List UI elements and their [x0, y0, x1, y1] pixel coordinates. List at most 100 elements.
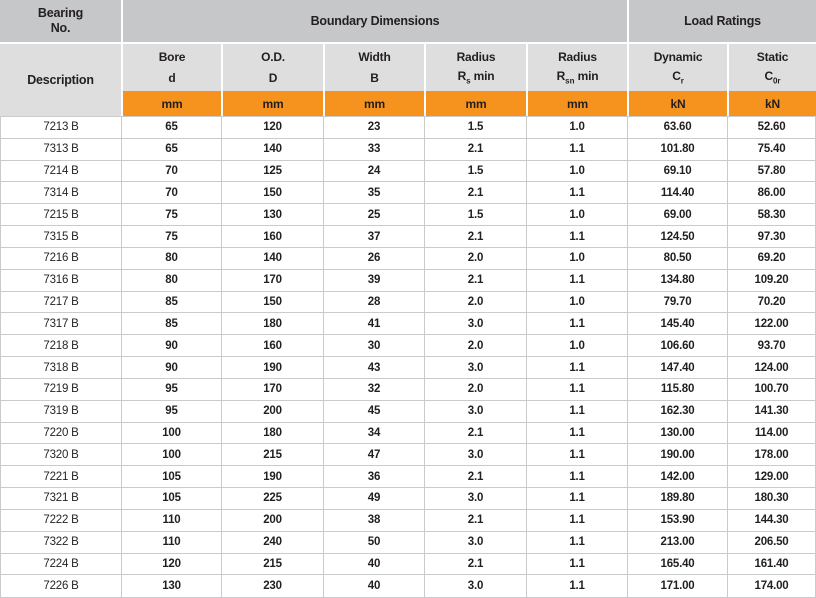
cell-radius-sn: 1.1	[526, 465, 628, 488]
cell-od: 120	[221, 116, 323, 138]
cell-dynamic: 124.50	[627, 225, 728, 247]
header-col-od: O.D. D	[221, 44, 323, 91]
cell-bore: 105	[121, 465, 221, 488]
cell-bore: 100	[121, 443, 221, 466]
unit-bore: mm	[121, 91, 221, 116]
header-bearing-no-line2: No.	[50, 21, 71, 35]
cell-width: 37	[323, 225, 424, 247]
bearing-description: 7222 B	[0, 508, 121, 531]
cell-dynamic: 189.80	[627, 487, 728, 509]
cell-radius-s: 2.0	[424, 246, 526, 269]
cell-static: 180.30	[727, 487, 816, 509]
cell-radius-sn: 1.0	[526, 246, 628, 269]
cell-width: 40	[323, 574, 424, 598]
cell-radius-s: 2.1	[424, 508, 526, 531]
cell-bore: 130	[121, 574, 221, 598]
cell-dynamic: 63.60	[627, 116, 728, 138]
cell-width: 26	[323, 246, 424, 269]
cell-bore: 70	[121, 159, 221, 182]
table-row: 7314 B 70 150 35 2.1 1.1 114.40 86.00	[0, 181, 816, 204]
unit-static: kN	[727, 91, 816, 116]
table-row: 7221 B 105 190 36 2.1 1.1 142.00 129.00	[0, 465, 816, 488]
table-row: 7320 B 100 215 47 3.0 1.1 190.00 178.00	[0, 443, 816, 466]
cell-dynamic: 213.00	[627, 530, 728, 553]
bearing-description: 7315 B	[0, 225, 121, 247]
cell-radius-s: 3.0	[424, 530, 526, 553]
cell-bore: 75	[121, 203, 221, 226]
header-bearing-no: Bearing No.	[0, 0, 121, 44]
header-col-radius-s-name: Radius	[456, 49, 496, 64]
cell-static: 178.00	[727, 443, 816, 466]
cell-radius-sn: 1.1	[526, 574, 628, 598]
bearing-description: 7322 B	[0, 530, 121, 553]
table-row: 7226 B 130 230 40 3.0 1.1 171.00 174.00	[0, 574, 816, 598]
cell-radius-sn: 1.1	[526, 487, 628, 509]
cell-bore: 85	[121, 312, 221, 335]
cell-radius-s: 3.0	[424, 399, 526, 422]
cell-od: 215	[221, 552, 323, 575]
unit-radius-sn: mm	[526, 91, 628, 116]
cell-radius-s: 2.1	[424, 465, 526, 488]
header-col-radius-sn-name: Radius	[558, 49, 597, 64]
cell-width: 34	[323, 421, 424, 444]
cell-od: 240	[221, 530, 323, 553]
cell-od: 130	[221, 203, 323, 226]
cell-radius-s: 2.0	[424, 290, 526, 313]
cell-radius-sn: 1.1	[526, 268, 628, 291]
header-col-dynamic: Dynamic Cr	[627, 44, 728, 91]
bearing-description: 7226 B	[0, 574, 121, 598]
cell-static: 122.00	[727, 312, 816, 335]
header-load-ratings: Load Ratings	[627, 0, 816, 44]
header-boundary-dimensions: Boundary Dimensions	[121, 0, 628, 44]
cell-od: 140	[221, 246, 323, 269]
table-row: 7214 B 70 125 24 1.5 1.0 69.10 57.80	[0, 159, 816, 182]
cell-od: 225	[221, 487, 323, 509]
header-col-bore-name: Bore	[158, 50, 186, 65]
cell-radius-s: 3.0	[424, 574, 526, 598]
cell-bore: 80	[121, 246, 221, 269]
cell-radius-s: 2.1	[424, 137, 526, 160]
cell-static: 206.50	[727, 530, 816, 553]
cell-radius-s: 2.0	[424, 334, 526, 357]
cell-od: 215	[221, 443, 323, 466]
cell-od: 140	[221, 137, 323, 160]
table-row: 7218 B 90 160 30 2.0 1.0 106.60 93.70	[0, 334, 816, 357]
cell-od: 190	[221, 465, 323, 488]
header-col-od-name: O.D.	[261, 50, 285, 65]
cell-dynamic: 69.10	[627, 159, 728, 182]
cell-od: 180	[221, 312, 323, 335]
cell-radius-sn: 1.0	[526, 116, 628, 138]
cell-static: 58.30	[727, 203, 816, 226]
cell-static: 144.30	[727, 508, 816, 531]
cell-width: 30	[323, 334, 424, 357]
table-row: 7213 B 65 120 23 1.5 1.0 63.60 52.60	[0, 116, 816, 138]
table-row: 7215 B 75 130 25 1.5 1.0 69.00 58.30	[0, 203, 816, 226]
cell-dynamic: 130.00	[627, 421, 728, 444]
cell-dynamic: 190.00	[627, 443, 728, 466]
cell-static: 57.80	[727, 159, 816, 182]
cell-static: 114.00	[727, 421, 816, 444]
cell-od: 200	[221, 399, 323, 422]
header-col-dynamic-symbol: Cr	[672, 69, 684, 86]
cell-width: 33	[323, 137, 424, 160]
cell-static: 70.20	[727, 290, 816, 313]
table-row: 7217 B 85 150 28 2.0 1.0 79.70 70.20	[0, 290, 816, 313]
bearing-description: 7218 B	[0, 334, 121, 357]
table-row: 7318 B 90 190 43 3.0 1.1 147.40 124.00	[0, 356, 816, 378]
cell-static: 124.00	[727, 356, 816, 378]
bearing-description: 7321 B	[0, 487, 121, 509]
cell-width: 24	[323, 159, 424, 182]
bearing-description: 7319 B	[0, 399, 121, 422]
header-col-radius-sn-symbol: Rsn min	[556, 69, 599, 86]
cell-width: 28	[323, 290, 424, 313]
cell-radius-sn: 1.1	[526, 181, 628, 204]
cell-radius-sn: 1.1	[526, 312, 628, 335]
cell-bore: 120	[121, 552, 221, 575]
cell-static: 100.70	[727, 377, 816, 400]
units-row: mm mm mm mm mm kN kN	[0, 91, 816, 116]
cell-width: 41	[323, 312, 424, 335]
cell-bore: 100	[121, 421, 221, 444]
cell-dynamic: 115.80	[627, 377, 728, 400]
cell-od: 150	[221, 290, 323, 313]
cell-radius-s: 2.1	[424, 552, 526, 575]
